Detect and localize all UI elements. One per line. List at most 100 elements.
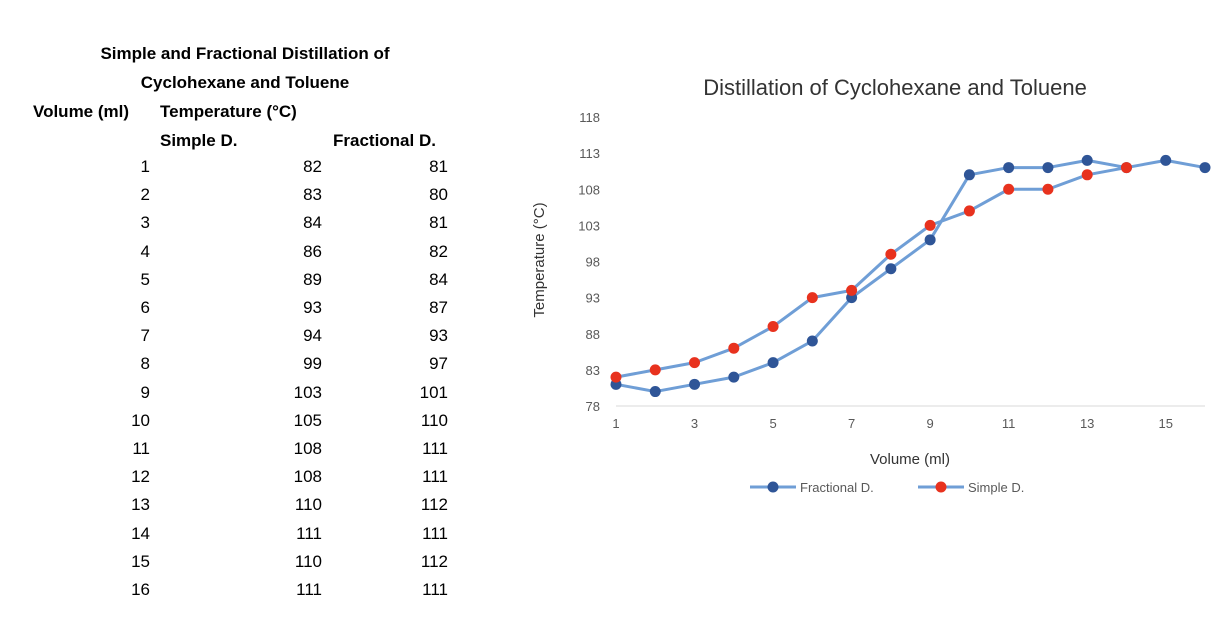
volume-cell: 4: [140, 241, 150, 261]
simple-subheader: Simple D.: [160, 131, 238, 150]
fractional-subheader: Fractional D.: [333, 131, 436, 150]
data-point-simple: [1081, 169, 1093, 181]
simple-cell: 110: [294, 495, 322, 515]
y-tick-label: 113: [579, 146, 600, 161]
data-point-simple: [806, 292, 818, 304]
y-tick-label: 108: [578, 182, 600, 197]
simple-cell: 108: [293, 439, 322, 458]
x-axis-ticks: 1 3 5 7 9 11 13 15: [612, 416, 1173, 431]
data-point-fractional: [963, 169, 975, 181]
fractional-cell: 81: [429, 213, 448, 233]
volume-cell: 13: [131, 495, 150, 515]
fractional-cell: 101: [419, 382, 448, 402]
fractional-cell: 93: [429, 326, 448, 346]
volume-cell: 16: [131, 580, 150, 599]
fractional-cell: 80: [429, 185, 448, 205]
series-line-simple: [615, 166, 1127, 379]
simple-cell: 108: [293, 467, 322, 487]
fractional-cell: 112: [420, 551, 448, 571]
simple-cell: 111: [296, 523, 322, 543]
fractional-cell: 112: [420, 495, 448, 515]
fractional-cell: 81: [429, 157, 448, 176]
volume-cell: 3: [140, 213, 150, 233]
simple-cell: 94: [303, 326, 322, 346]
volume-cell: 9: [140, 382, 150, 402]
volume-cell: 14: [131, 523, 150, 543]
data-point-simple: [885, 248, 897, 260]
distillation-chart: Distillation of Cyclohexane and Toluene …: [531, 75, 1211, 495]
fractional-cell: 82: [429, 241, 448, 261]
x-tick-label: 3: [691, 416, 698, 431]
data-point-fractional: [1042, 162, 1054, 174]
data-point-simple: [610, 371, 622, 383]
volume-cell: 5: [140, 269, 150, 289]
volume-cell: 12: [131, 467, 150, 487]
table-title-line1: Simple and Fractional Distillation of: [100, 44, 390, 63]
legend-marker-simple: [935, 481, 947, 493]
simple-cell: 111: [296, 580, 322, 599]
volume-cell: 11: [132, 439, 150, 458]
data-point-simple: [1003, 183, 1015, 195]
data-point-simple: [924, 219, 936, 231]
y-axis-ticks: 78 83 88 93 98 103 108 113 118: [578, 110, 600, 414]
data-table: Simple and Fractional Distillation of Cy…: [0, 0, 470, 640]
y-tick-label: 103: [578, 218, 600, 233]
volume-cell: 10: [131, 410, 150, 430]
chart-title: Distillation of Cyclohexane and Toluene: [703, 75, 1087, 100]
y-tick-label: 118: [579, 110, 600, 125]
x-tick-label: 7: [848, 416, 855, 431]
data-point-simple: [963, 205, 975, 217]
y-tick-label: 83: [586, 363, 600, 378]
data-point-fractional: [1199, 162, 1211, 174]
fractional-cell: 111: [422, 580, 448, 599]
y-tick-label: 93: [586, 291, 600, 306]
data-point-simple: [649, 364, 661, 376]
simple-cell: 105: [293, 410, 322, 430]
x-tick-label: 15: [1158, 416, 1172, 431]
data-point-fractional: [1003, 162, 1015, 174]
fractional-cell: 111: [422, 467, 448, 487]
data-point-fractional: [689, 378, 701, 390]
data-point-fractional: [728, 371, 740, 383]
simple-cell: 89: [303, 269, 322, 289]
fractional-cell: 111: [422, 439, 448, 458]
simple-cell: 110: [294, 551, 322, 571]
data-point-simple: [1042, 183, 1054, 195]
fractional-cell: 111: [422, 523, 448, 543]
fractional-cell: 87: [429, 298, 448, 317]
data-point-fractional: [649, 386, 661, 398]
x-tick-label: 9: [927, 416, 934, 431]
data-point-simple: [846, 284, 858, 296]
x-tick-label: 13: [1080, 416, 1094, 431]
legend-label-simple: Simple D.: [968, 480, 1024, 495]
simple-cell: 99: [303, 354, 322, 374]
simple-cell: 103: [293, 382, 322, 402]
data-point-simple: [689, 357, 701, 369]
y-tick-label: 78: [586, 399, 600, 414]
volume-cell: 1: [140, 157, 150, 176]
chart-legend: Fractional D. Simple D.: [750, 480, 1024, 495]
y-tick-label: 88: [586, 327, 600, 342]
y-tick-label: 98: [586, 255, 600, 270]
simple-cell: 82: [303, 157, 322, 176]
fractional-cell: 84: [429, 269, 448, 289]
simple-cell: 84: [303, 213, 322, 233]
legend-marker-fractional: [767, 481, 779, 493]
x-tick-label: 1: [612, 416, 619, 431]
data-point-simple: [728, 342, 740, 354]
data-point-fractional: [1160, 154, 1172, 166]
series-layer: [610, 154, 1211, 398]
temperature-column-header: Temperature (°C): [160, 102, 297, 121]
table-title-line2: Cyclohexane and Toluene: [140, 73, 350, 92]
x-tick-label: 11: [1002, 416, 1016, 431]
volume-column-header: Volume (ml): [33, 102, 130, 121]
volume-cell: 7: [140, 326, 150, 346]
data-point-simple: [767, 321, 779, 333]
data-point-simple: [1120, 162, 1132, 174]
volume-cell: 2: [140, 185, 150, 205]
data-point-fractional: [1081, 154, 1093, 166]
volume-cell: 6: [140, 298, 150, 317]
x-tick-label: 5: [769, 416, 776, 431]
legend-label-fractional: Fractional D.: [800, 480, 874, 495]
fractional-cell: 97: [429, 354, 448, 374]
